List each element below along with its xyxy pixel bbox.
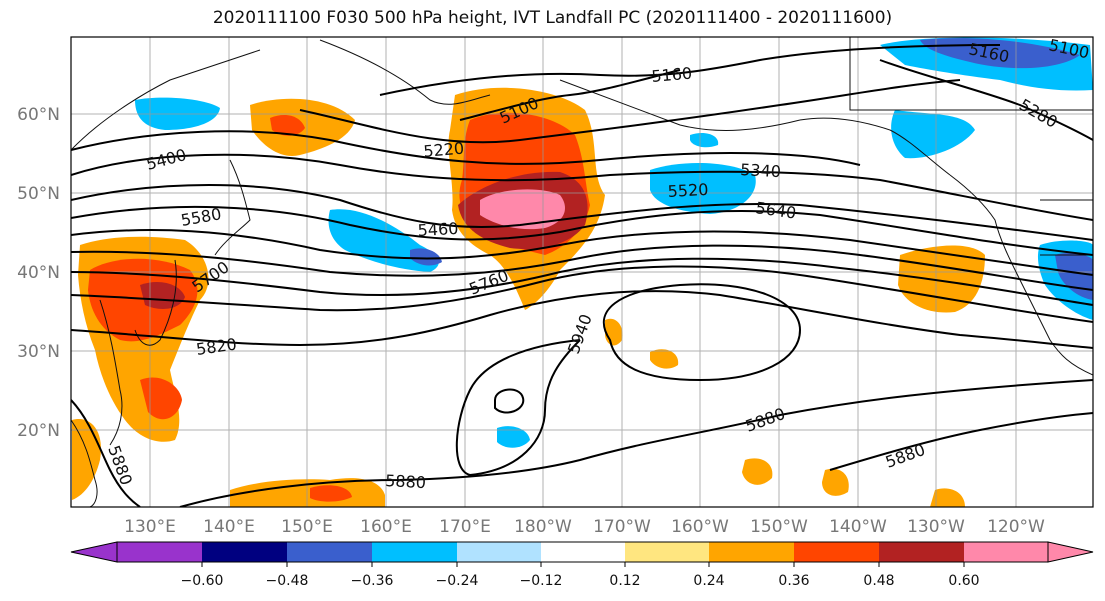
contour-5880-se <box>829 412 1093 471</box>
shade-blue-dateline <box>410 248 442 266</box>
colorbar-extend-low <box>70 541 118 563</box>
colorbar-segment <box>709 542 794 562</box>
colorbar-tick-label: 0.24 <box>693 573 724 589</box>
map-title: 2020111100 F030 500 hPa height, IVT Land… <box>212 8 893 28</box>
colorbar-tick-label: −0.12 <box>520 573 563 589</box>
contour-5880-south <box>179 379 1093 507</box>
contour-5880-closed-east <box>603 283 802 382</box>
colorbar-tick-label: −0.36 <box>351 573 394 589</box>
colorbar-segment <box>287 542 372 562</box>
colorbar-ticks <box>201 562 965 567</box>
contour-label: 5520 <box>667 180 709 201</box>
contour-label: 5880 <box>385 471 427 492</box>
lat-label: 40°N <box>17 263 60 283</box>
lat-label: 60°N <box>17 105 60 125</box>
lat-label: 50°N <box>17 184 60 204</box>
colorbar-segment <box>117 542 202 562</box>
height-contours <box>71 44 1093 507</box>
lon-label: 170°W <box>593 517 651 537</box>
colorbar-segment <box>202 542 287 562</box>
contour-5160 <box>379 44 1001 96</box>
shade-cyan-mid <box>650 163 756 214</box>
colorbar-tick-label: −0.48 <box>266 573 309 589</box>
colorbar-segment <box>372 542 457 562</box>
shade-cyan-ak2 <box>690 133 719 148</box>
ivt-shading <box>72 37 1093 507</box>
shade-cyan-bc <box>891 110 975 159</box>
lon-label: 160°E <box>360 517 412 537</box>
contour-label: 5220 <box>423 139 465 161</box>
colorbar: −0.60 −0.48 −0.36 −0.24 −0.12 0.12 0.24 … <box>70 541 1094 589</box>
coastlines <box>71 37 1093 507</box>
contour-5520 <box>71 205 1093 256</box>
shade-red-kam <box>270 115 305 136</box>
shade-red-south <box>310 485 352 502</box>
contour-5400 <box>71 153 1093 221</box>
colorbar-segment <box>794 542 879 562</box>
lon-label: 130°E <box>124 517 176 537</box>
contour-5340 <box>71 130 861 166</box>
colorbar-segment <box>879 542 964 562</box>
lat-label: 30°N <box>17 342 60 362</box>
contour-5700 <box>71 257 1093 306</box>
colorbar-tick-label: 0.12 <box>609 573 640 589</box>
shade-orange-ne <box>898 245 985 313</box>
lon-label: 120°W <box>987 517 1045 537</box>
lon-label: 140°W <box>829 517 887 537</box>
colorbar-segment <box>964 542 1048 562</box>
colorbar-tick-label: −0.60 <box>181 573 224 589</box>
contour-5280 <box>879 59 1093 141</box>
contour-5880-sw <box>71 399 141 507</box>
colorbar-segment <box>457 542 541 562</box>
contour-label: 5460 <box>417 219 459 240</box>
map-area: 5160 5100 5160 5280 5220 5100 5400 5340 … <box>71 37 1093 507</box>
colorbar-tick-label: 0.60 <box>948 573 979 589</box>
shade-orange-small4 <box>822 468 849 496</box>
lat-label: 20°N <box>17 421 60 441</box>
lon-label: 160°W <box>671 517 729 537</box>
contour-5760 <box>71 265 1093 323</box>
lon-label: 150°E <box>281 517 333 537</box>
contour-5640 <box>71 244 1093 291</box>
contour-5880-ring <box>494 388 525 414</box>
shade-orange-sw <box>72 419 101 500</box>
colorbar-segment <box>541 542 625 562</box>
colorbar-tick-label: 0.48 <box>863 573 894 589</box>
lon-label: 180°W <box>514 517 572 537</box>
contour-5460 <box>71 184 1093 241</box>
shade-orange-small2 <box>650 349 679 369</box>
contour-5220 <box>299 79 961 144</box>
longitude-labels: 130°E 140°E 150°E 160°E 170°E 180°W 170°… <box>124 517 1045 537</box>
colorbar-tick-label: −0.24 <box>436 573 479 589</box>
shade-red-west <box>88 258 198 342</box>
shade-pink <box>480 189 565 230</box>
shade-cyan-south <box>497 426 530 448</box>
contour-5100 <box>459 69 681 121</box>
latitude-labels: 60°N 50°N 40°N 30°N 20°N <box>17 105 60 441</box>
colorbar-tick-label: 0.36 <box>778 573 809 589</box>
colorbar-outline <box>116 541 1049 563</box>
lon-label: 150°W <box>750 517 808 537</box>
colorbar-segment <box>625 542 709 562</box>
contour-label: 5340 <box>740 160 782 181</box>
map-frame <box>70 36 1094 508</box>
shade-orange-small5 <box>930 488 965 507</box>
colorbar-extend-high <box>1047 541 1094 563</box>
lon-label: 130°W <box>907 517 965 537</box>
contour-5580 <box>71 229 1093 276</box>
shade-orange-small3 <box>742 458 773 485</box>
lon-label: 170°E <box>439 517 491 537</box>
contour-label: 5160 <box>651 64 693 86</box>
contour-5820 <box>71 290 1093 349</box>
lon-label: 140°E <box>203 517 255 537</box>
contour-5940 <box>455 339 581 477</box>
